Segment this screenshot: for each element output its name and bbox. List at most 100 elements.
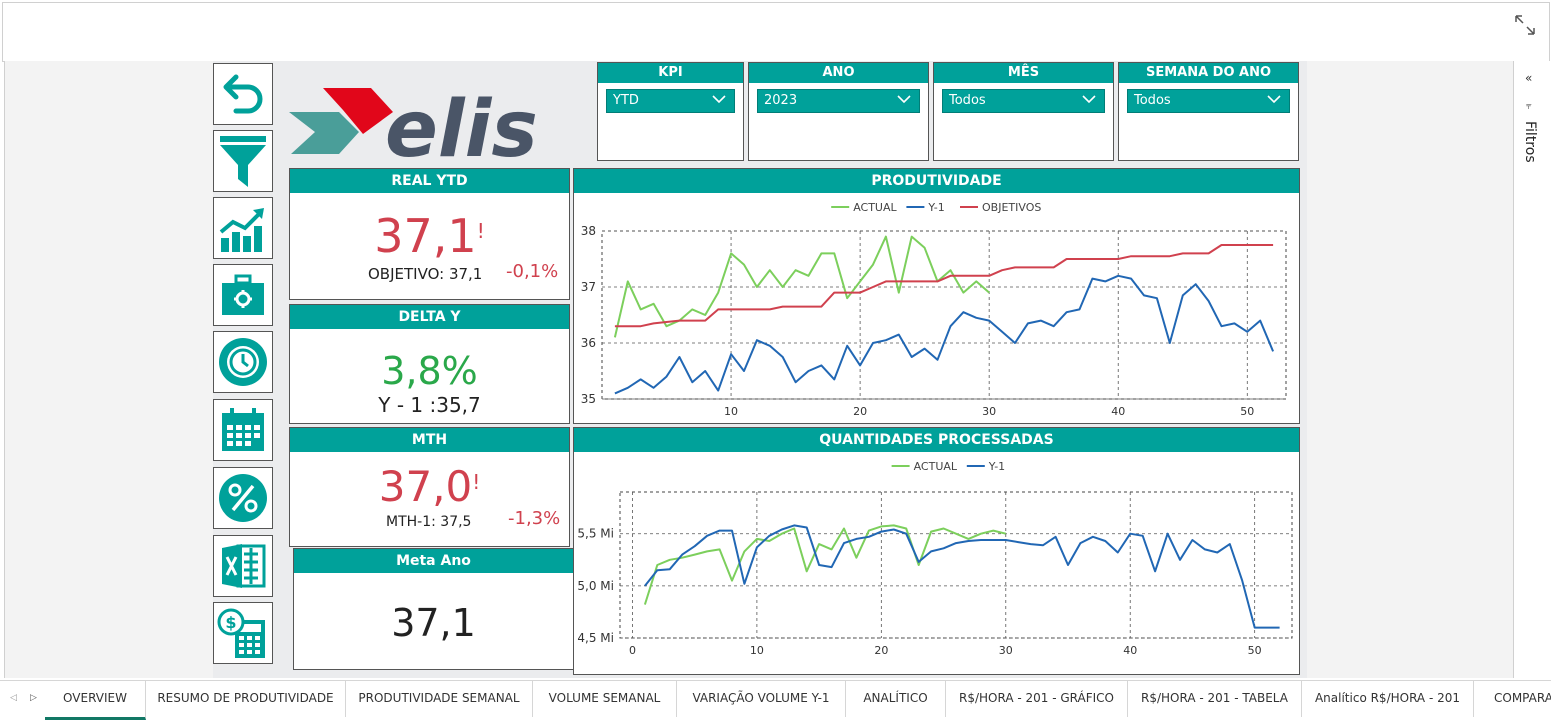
x-tick-label: 20 xyxy=(874,644,888,657)
tab-overview[interactable]: OVERVIEW xyxy=(45,681,146,720)
slicer-kpi-value: YTD xyxy=(613,93,639,108)
tools-button[interactable] xyxy=(213,264,273,326)
slicer-ano-value: 2023 xyxy=(764,93,798,108)
filter-icon xyxy=(220,136,266,187)
y-tick-label: 36 xyxy=(581,336,596,350)
y-tick-label: 5,5 Mi xyxy=(577,527,614,541)
x-tick-label: 40 xyxy=(1123,644,1137,657)
real-ytd-objective: OBJETIVO: 37,1 xyxy=(368,265,483,283)
slicer-semana-dropdown[interactable]: Todos xyxy=(1127,89,1290,113)
tab-analitico[interactable]: ANALÍTICO xyxy=(846,681,946,717)
back-button[interactable] xyxy=(213,63,273,125)
slicer-ano-label: ANO xyxy=(749,63,928,83)
mth-delta: -1,3% xyxy=(508,508,561,529)
real-ytd-value: 37,1 xyxy=(374,209,477,263)
tab-volume-semanal[interactable]: VOLUME SEMANAL xyxy=(533,681,677,717)
collapse-chevrons-icon[interactable]: « xyxy=(1525,71,1533,85)
x-tick-label: 50 xyxy=(1248,644,1262,657)
legend-label: OBJETIVOS xyxy=(982,201,1041,214)
y-tick-label: 37 xyxy=(581,280,596,294)
delta-y-value: 3,8% xyxy=(381,349,478,393)
excel-icon xyxy=(222,544,266,588)
filters-pane[interactable]: « ⫧ Filtros xyxy=(1513,61,1550,678)
x-tick-label: 0 xyxy=(629,644,636,657)
card-meta-ano: Meta Ano 37,1 xyxy=(293,548,574,670)
card-meta-ano-title: Meta Ano xyxy=(294,549,573,573)
filters-pane-label[interactable]: Filtros xyxy=(1522,121,1538,163)
slicer-semana-label: SEMANA DO ANO xyxy=(1119,63,1298,83)
card-mth: MTH 37,0! MTH-1: 37,5 -1,3% xyxy=(289,427,570,547)
chart-produtividade-plot: 35 36 37 38 10 20 30 40 50 ACTUAL Y-1 OBJETIVOS xyxy=(581,201,1287,418)
x-tick-label: 50 xyxy=(1240,405,1254,418)
svg-text:$: $ xyxy=(225,613,236,632)
x-tick-label: 30 xyxy=(982,405,996,418)
calendar-icon xyxy=(222,408,264,451)
slicer-mes-dropdown[interactable]: Todos xyxy=(942,89,1105,113)
mth-flag: ! xyxy=(472,470,481,494)
x-tick-label: 10 xyxy=(750,644,764,657)
card-delta-y: DELTA Y 3,8% Y - 1 :35,7 xyxy=(289,304,570,424)
slicer-kpi-label: KPI xyxy=(598,63,743,83)
slicer-ano[interactable]: ANO 2023 xyxy=(748,62,929,161)
expand-icon[interactable] xyxy=(1513,13,1537,37)
excel-button[interactable] xyxy=(213,535,273,597)
top-bar xyxy=(2,2,1550,62)
tab-rs-hora-tabela[interactable]: R$/HORA - 201 - TABELA xyxy=(1128,681,1302,717)
back-arrow-icon xyxy=(223,74,263,114)
mth-sub: MTH-1: 37,5 xyxy=(386,514,472,530)
percent-button[interactable] xyxy=(213,467,273,529)
y-tick-label: 5,0 Mi xyxy=(577,579,614,593)
y-tick-label: 35 xyxy=(581,392,596,406)
legend-label: Y-1 xyxy=(927,201,944,214)
slicer-mes-label: MÊS xyxy=(934,63,1113,83)
chevron-down-icon xyxy=(1082,95,1096,104)
tab-resumo-produtividade[interactable]: RESUMO DE PRODUTIVIDADE xyxy=(146,681,346,717)
chart-quantidades-title: QUANTIDADES PROCESSADAS xyxy=(574,428,1299,452)
series-line-actual xyxy=(643,524,1007,605)
chevron-down-icon xyxy=(712,95,726,104)
legend-label: ACTUAL xyxy=(914,460,958,473)
real-ytd-flag: ! xyxy=(476,219,485,243)
series-line-y-1 xyxy=(644,524,1280,629)
slicer-mes[interactable]: MÊS Todos xyxy=(933,62,1114,161)
delta-y-sub: Y - 1 :35,7 xyxy=(378,393,481,417)
briefcase-gear-icon xyxy=(222,274,264,315)
tab-prev-icon[interactable]: ◁ xyxy=(10,693,17,703)
slicer-semana[interactable]: SEMANA DO ANO Todos xyxy=(1118,62,1299,161)
tab-next-icon[interactable]: ▷ xyxy=(30,693,37,703)
percent-icon xyxy=(219,474,267,522)
filter-small-icon: ⫧ xyxy=(1526,101,1532,112)
y-tick-label: 38 xyxy=(581,224,596,238)
x-tick-label: 20 xyxy=(853,405,867,418)
tab-variacao-volume[interactable]: VARIAÇÃO VOLUME Y-1 xyxy=(677,681,846,717)
legend-label: Y-1 xyxy=(988,460,1005,473)
tab-analitico-rs-hora[interactable]: Analítico R$/HORA - 201 xyxy=(1302,681,1474,717)
slicer-mes-value: Todos xyxy=(949,93,986,108)
tab-produtividade-semanal[interactable]: PRODUTIVIDADE SEMANAL xyxy=(346,681,533,717)
calculator-button[interactable]: $ xyxy=(213,602,273,664)
tab-rs-hora-grafico[interactable]: R$/HORA - 201 - GRÁFICO xyxy=(946,681,1128,717)
chart-produtividade-title: PRODUTIVIDADE xyxy=(574,169,1299,193)
growth-chart-icon xyxy=(219,208,264,252)
tab-compara[interactable]: COMPARA xyxy=(1494,691,1551,705)
slicer-kpi-dropdown[interactable]: YTD xyxy=(606,89,735,113)
card-real-ytd: REAL YTD 37,1! OBJETIVO: 37,1 -0,1% xyxy=(289,168,570,300)
meta-ano-value: 37,1 xyxy=(391,601,476,645)
card-mth-title: MTH xyxy=(290,428,569,452)
slicer-kpi[interactable]: KPI YTD xyxy=(597,62,744,161)
filter-button[interactable] xyxy=(213,130,273,192)
mth-value: 37,0 xyxy=(378,462,473,511)
card-delta-y-title: DELTA Y xyxy=(290,305,569,329)
money-calculator-icon: $ xyxy=(217,608,265,658)
logo-text: elis xyxy=(385,85,538,170)
growth-button[interactable] xyxy=(213,197,273,259)
calendar-button[interactable] xyxy=(213,399,273,461)
slicer-semana-value: Todos xyxy=(1134,93,1171,108)
clock-gear-icon xyxy=(219,338,267,386)
series-line-y-1 xyxy=(614,274,1275,395)
elis-logo: elis xyxy=(289,85,538,170)
slicer-ano-dropdown[interactable]: 2023 xyxy=(757,89,920,113)
plot-frame xyxy=(619,491,1293,639)
clock-button[interactable] xyxy=(213,331,273,393)
x-tick-label: 10 xyxy=(724,405,738,418)
